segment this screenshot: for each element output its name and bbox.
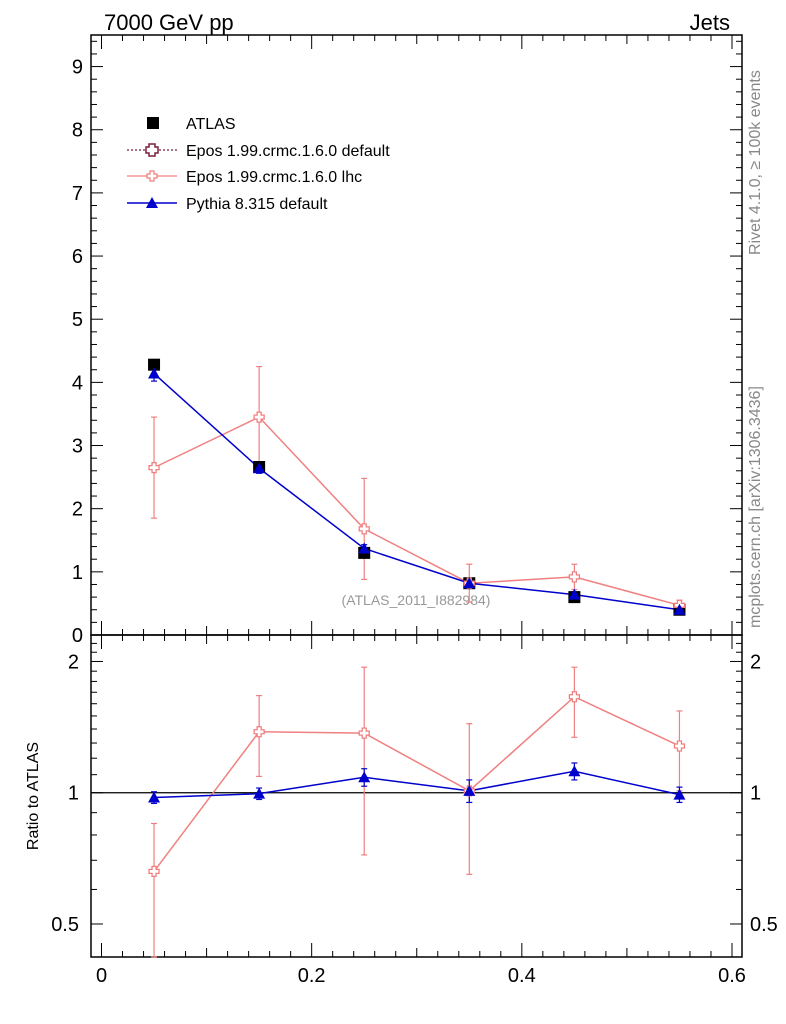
x-axis: 0 0.2 0.4 0.6 xyxy=(96,35,746,987)
legend-atlas-marker xyxy=(147,117,159,129)
ratio-y-tick-label: 2 xyxy=(68,651,79,673)
legend-atlas-label: ATLAS xyxy=(186,116,236,133)
ratio-epos-lhc-point xyxy=(673,740,686,752)
main-y-tick-label: 3 xyxy=(72,436,83,458)
x-tick-label: 0.2 xyxy=(298,965,326,987)
legend-epos-default-label: Epos 1.99.crmc.1.6.0 default xyxy=(186,143,390,160)
main-y-tick-label: 2 xyxy=(72,499,83,521)
main-y-axis: 0 1 2 3 4 5 6 7 8 9 xyxy=(72,40,742,647)
main-plot-area xyxy=(148,358,686,616)
ratio-y-tick-label-right: 1 xyxy=(750,783,761,805)
analysis-watermark: (ATLAS_2011_I882984) xyxy=(342,592,491,608)
ratio-pythia-point xyxy=(358,771,371,783)
epos-lhc-point xyxy=(253,411,265,423)
ratio-epos-lhc-point xyxy=(148,865,160,878)
ratio-epos-lhc-line xyxy=(153,695,680,872)
x-tick-label: 0.6 xyxy=(718,965,746,987)
main-y-tick-label: 9 xyxy=(72,57,83,79)
side-label-top: Rivet 4.1.0, ≥ 100k events xyxy=(747,70,764,255)
ratio-epos-lhc-point xyxy=(568,691,581,703)
main-y-tick-label: 0 xyxy=(72,625,83,647)
legend-epos-lhc-marker xyxy=(146,170,158,182)
pythia-point xyxy=(148,367,161,379)
ratio-epos-lhc-point xyxy=(358,727,370,739)
pythia-point xyxy=(358,542,371,554)
ratio-pythia-point xyxy=(568,765,581,777)
main-y-tick-label: 1 xyxy=(72,562,83,584)
main-y-tick-label: 8 xyxy=(72,120,83,142)
ratio-epos-lhc-point xyxy=(253,726,265,738)
ratio-y-tick-label: 0.5 xyxy=(51,914,79,936)
ratio-y-axis: 0.5 0.5 1 1 2 2 xyxy=(51,642,778,936)
main-y-tick-label: 4 xyxy=(72,372,83,394)
x-tick-label: 0.4 xyxy=(508,965,536,987)
ratio-plot-area xyxy=(91,666,742,958)
pythia-point xyxy=(673,603,686,615)
ratio-pythia-point xyxy=(673,788,686,800)
ratio-y-tick-label-right: 0.5 xyxy=(750,914,778,936)
epos-lhc-line xyxy=(153,416,680,607)
ratio-pythia-point xyxy=(148,791,161,803)
atlas-point xyxy=(148,358,161,371)
legend-pythia-marker xyxy=(146,197,158,208)
pythia-point xyxy=(253,462,266,474)
pythia-point xyxy=(568,588,581,600)
main-y-tick-label: 6 xyxy=(72,246,83,268)
ratio-y-label: Ratio to ATLAS xyxy=(25,742,42,850)
legend-epos-default-marker xyxy=(145,143,159,157)
pythia-line xyxy=(153,372,680,611)
epos-lhc-point xyxy=(568,571,581,583)
legend-pythia-label: Pythia 8.315 default xyxy=(186,196,328,213)
ratio-pythia-line xyxy=(154,770,680,799)
ratio-pythia-point xyxy=(253,787,266,799)
epos-lhc-point xyxy=(358,523,370,535)
main-y-tick-label: 7 xyxy=(72,183,83,205)
pythia-point xyxy=(463,577,476,589)
ratio-y-tick-label-right: 2 xyxy=(750,651,761,673)
header-right: Jets xyxy=(690,10,730,35)
ratio-y-tick-label: 1 xyxy=(68,783,79,805)
legend: ATLAS Epos 1.99.crmc.1.6.0 default Epos … xyxy=(127,116,390,213)
legend-epos-lhc-label: Epos 1.99.crmc.1.6.0 lhc xyxy=(186,169,362,186)
x-tick-label: 0 xyxy=(96,965,107,987)
side-label-bottom: mcplots.cern.ch [arXiv:1306.3436] xyxy=(747,386,764,628)
main-y-tick-label: 5 xyxy=(72,309,83,331)
epos-lhc-point xyxy=(148,461,160,474)
header-left: 7000 GeV pp xyxy=(104,10,234,35)
ratio-pythia-point xyxy=(463,784,476,796)
